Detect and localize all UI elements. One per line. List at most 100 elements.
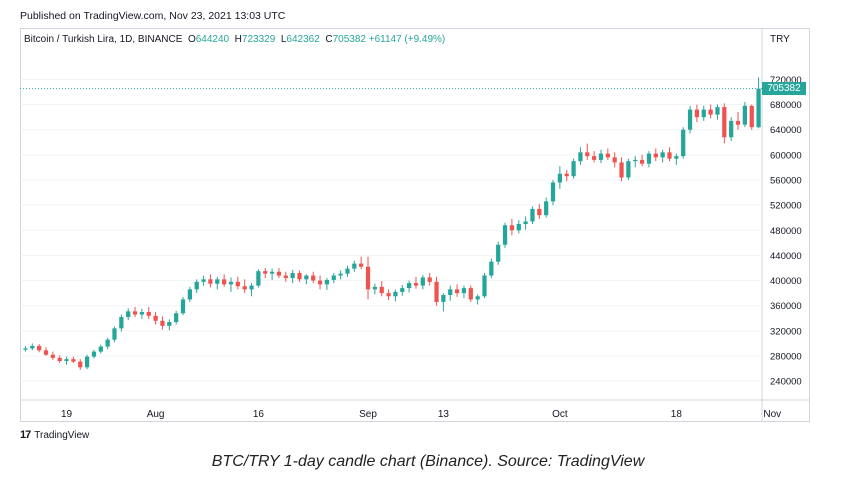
candle-body [43,350,49,355]
candle-body [585,152,590,157]
candle-body [84,356,90,368]
y-tick-label: 400000 [770,276,802,287]
candle-body [537,208,542,216]
candle-body [263,271,268,274]
candle-body [434,281,439,302]
candle-body [359,263,364,267]
candle-body [78,361,83,368]
x-tick-label: Oct [552,409,568,420]
y-tick-label: 520000 [770,201,802,212]
candle-body [756,88,761,128]
high-key: H [234,34,242,45]
candle-body [208,279,213,284]
candle-body [420,277,425,286]
y-tick-label: 560000 [770,176,802,187]
candle-body [71,359,76,362]
y-tick-label: 240000 [770,377,802,388]
chart-legend: Bitcoin / Turkish Lira, 1D, BINANCE O644… [24,34,445,45]
candle-body [297,273,302,280]
candle-body [694,109,700,118]
last-price-tag: 705382 [762,82,806,96]
candle-body [386,293,391,297]
open-key: O [187,34,196,45]
candle-body [681,129,686,157]
close-key: C [325,34,333,45]
candle-body [57,357,62,362]
candle-body [735,120,741,125]
candle-body [201,279,206,282]
candle-body [235,281,240,287]
y-tick-label: 480000 [770,226,802,237]
low-key: L [280,34,287,45]
candle-body [509,225,515,231]
candle-body [633,159,638,162]
candle-body [345,268,350,274]
candle-body [530,208,535,222]
tradingview-logo-text: TradingView [34,429,90,441]
candle-body [352,263,357,269]
candle-body [646,153,652,164]
candle-body [91,351,97,357]
candle-body [338,273,343,276]
candle-body [489,261,494,276]
candle-body [502,225,508,245]
candle-body [290,273,295,279]
candle-body [269,271,275,274]
candle-body [653,153,658,158]
candle-body [626,161,631,178]
candle-body [400,288,405,292]
candle-body [544,201,549,216]
candlestick-chart[interactable]: 720000 680000 640000 600000 560000 520000 4800… [20,28,810,422]
candle-body [167,322,172,326]
candle-body [222,279,227,285]
candle-body [592,156,597,160]
y-tick-label: 720000 [770,75,802,86]
candle-body [564,173,569,177]
candle-body [482,275,487,297]
chart-frame [20,28,810,422]
candle-body [715,107,720,115]
candle-body [674,156,679,159]
candle-body [242,286,247,290]
candle-body [317,280,323,285]
candle-body [215,279,220,284]
candle-body [256,271,261,286]
candle-body [578,152,583,162]
candle-body [687,109,693,130]
candle-body [612,157,617,163]
symbol-label[interactable]: Bitcoin / Turkish Lira, 1D, BINANCE [24,34,183,45]
candle-body [126,311,131,318]
candle-body [427,277,432,282]
low-value: 642362 [286,34,320,45]
candle-body [557,173,562,183]
currency-badge[interactable]: TRY [770,34,790,45]
candle-body [523,221,528,224]
tradingview-logo[interactable]: 17 TradingView [20,429,89,441]
candle-body [619,162,624,178]
x-tick-label: Aug [147,409,165,420]
candle-body [468,288,473,300]
candle-body [194,281,199,290]
candle-body [365,266,371,290]
candle-body [550,182,556,202]
candle-body [660,152,665,158]
y-tick-label: 680000 [770,100,802,111]
candle-body [30,345,35,349]
candle-body [393,291,398,297]
candle-body [372,286,377,290]
candle-body [139,312,145,315]
x-tick-label: Nov [763,409,781,420]
candle-body [454,289,460,294]
figure-caption: BTC/TRY 1-day candle chart (Binance). So… [211,453,645,470]
candle-body [105,339,110,347]
candle-body [605,153,610,158]
candle-body [324,279,330,285]
published-info: Published on TradingView.com, Nov 23, 20… [20,10,286,22]
candle-body [146,312,151,316]
candle-body [448,289,453,296]
x-tick-label: Sep [359,409,377,420]
open-value: 644240 [195,34,230,45]
candle-body [496,244,501,262]
candle-body [153,315,158,321]
y-tick-label: 360000 [770,301,802,312]
